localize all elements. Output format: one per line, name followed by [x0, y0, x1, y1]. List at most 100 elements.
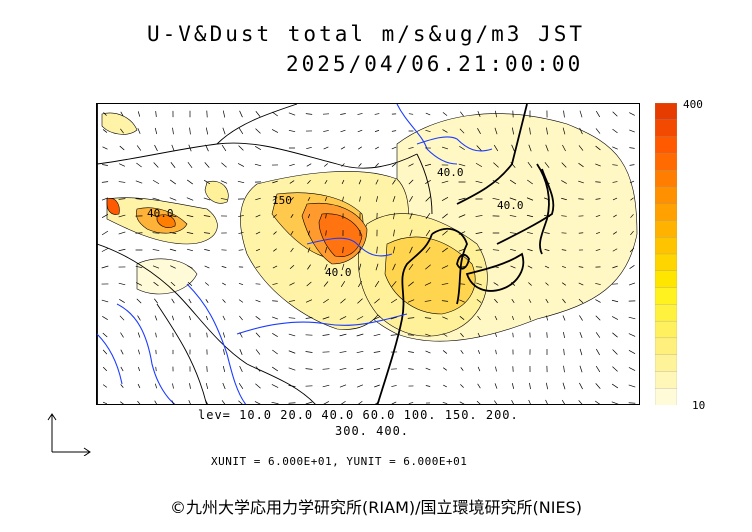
wind-vector — [528, 282, 532, 286]
wind-vector — [459, 299, 465, 303]
wind-vector — [272, 349, 278, 355]
wind-vector — [545, 298, 549, 304]
wind-vector — [629, 247, 635, 253]
colorbar-swatch — [654, 253, 678, 272]
wind-vector — [120, 349, 124, 355]
wind-vector — [356, 350, 364, 354]
wind-vector — [543, 197, 551, 201]
wind-vector — [579, 348, 583, 356]
wind-vector — [187, 161, 193, 169]
wind-vector — [409, 246, 413, 254]
wind-vector — [612, 181, 618, 183]
wind-vector — [103, 112, 107, 116]
wind-vector — [154, 315, 158, 321]
wind-vector — [375, 263, 379, 271]
wind-vector — [442, 316, 448, 320]
wind-vector — [409, 229, 413, 237]
wind-vector — [578, 266, 584, 268]
wind-vector — [255, 349, 261, 355]
wind-vector — [222, 332, 226, 338]
wind-vector — [442, 213, 448, 219]
wind-vector — [510, 265, 516, 269]
wind-vector — [221, 162, 227, 168]
wind-vector — [135, 265, 143, 269]
wind-vector — [340, 129, 346, 133]
wind-vector — [118, 181, 126, 183]
wind-vector — [120, 401, 124, 404]
wind-vector — [120, 111, 124, 117]
wind-vector — [475, 180, 483, 184]
colorbar-swatch — [654, 186, 678, 205]
wind-vector — [322, 368, 330, 370]
wind-vector — [324, 180, 328, 184]
wind-vector — [494, 315, 498, 321]
wind-vector — [425, 112, 431, 116]
wind-vector — [579, 365, 583, 373]
wind-vector — [137, 315, 141, 321]
wind-vector — [460, 111, 464, 117]
wind-vector — [494, 127, 498, 135]
wind-vector — [510, 162, 516, 168]
wind-vector — [358, 400, 363, 404]
wind-vector — [373, 316, 381, 320]
wind-vector — [356, 384, 364, 388]
wind-vector — [271, 129, 279, 133]
wind-vector — [239, 332, 243, 338]
wind-vector — [288, 333, 296, 337]
wind-vector — [272, 111, 278, 117]
wind-vector — [237, 163, 245, 167]
wind-vector — [238, 232, 244, 234]
wind-vector — [222, 299, 226, 303]
wind-vector — [529, 127, 531, 135]
wind-vector — [476, 282, 482, 286]
wind-vector — [561, 265, 567, 269]
wind-vector — [239, 315, 243, 321]
wind-vector — [358, 163, 362, 167]
wind-vector — [170, 162, 176, 168]
wind-vector — [392, 179, 396, 185]
wind-vector — [118, 231, 126, 235]
wind-vector — [628, 333, 636, 337]
wind-vector — [289, 180, 295, 184]
wind-vector — [393, 212, 395, 220]
wind-vector — [238, 127, 244, 135]
wind-vector — [189, 315, 191, 321]
wind-vector — [458, 266, 466, 268]
wind-vector — [374, 298, 380, 304]
wind-vector — [458, 231, 466, 235]
wind-vector — [135, 198, 143, 200]
wind-vector — [526, 214, 534, 218]
wind-vector — [255, 316, 261, 320]
wind-vector — [628, 367, 636, 371]
colorbar-swatch — [654, 354, 678, 373]
wind-vector — [186, 197, 194, 201]
wind-vector — [221, 144, 227, 152]
wind-vector — [255, 383, 261, 389]
wind-vector — [563, 348, 565, 356]
wind-vector — [220, 180, 228, 184]
colorbar-swatch — [654, 304, 678, 322]
wind-vector — [545, 282, 549, 286]
wind-vector — [509, 179, 517, 185]
wind-vector — [238, 145, 244, 151]
wind-vector — [323, 130, 329, 132]
wind-vector — [239, 349, 243, 355]
wind-vector — [341, 179, 345, 185]
wind-vector — [509, 197, 517, 201]
wind-vector — [204, 162, 210, 168]
wind-vector — [306, 281, 312, 287]
wind-vector — [512, 315, 514, 321]
wind-vector — [595, 163, 601, 167]
wind-vector — [342, 196, 344, 202]
wind-vector — [441, 196, 449, 202]
wind-vector — [495, 332, 497, 338]
wind-vector — [172, 383, 174, 389]
wind-vector — [272, 197, 278, 201]
wind-vector — [527, 265, 533, 269]
wind-vector — [425, 180, 431, 184]
wind-vector — [545, 315, 549, 321]
wind-vector — [562, 298, 566, 304]
wind-vector — [155, 366, 157, 372]
wind-vector — [203, 179, 211, 185]
wind-vector — [152, 232, 160, 234]
